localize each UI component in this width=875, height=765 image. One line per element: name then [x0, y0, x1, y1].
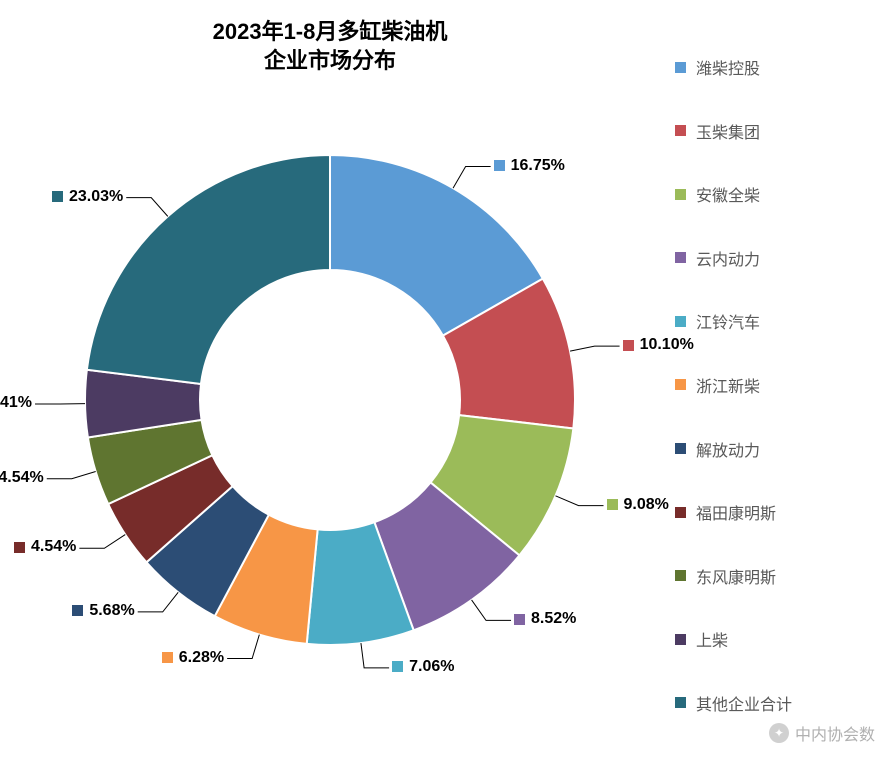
- legend-swatch: [675, 570, 686, 581]
- legend-label: 江铃汽车: [696, 309, 760, 333]
- data-label-swatch: [607, 499, 618, 510]
- data-label: 9.08%: [607, 496, 669, 514]
- legend-item: 江铃汽车: [675, 309, 855, 333]
- legend-swatch: [675, 189, 686, 200]
- data-label-text: 4.54%: [0, 469, 44, 487]
- data-label-text: 4.54%: [31, 538, 76, 556]
- legend-swatch: [675, 252, 686, 263]
- data-label-text: 23.03%: [69, 188, 123, 206]
- data-label: 10.10%: [623, 336, 694, 354]
- data-label-text: 16.75%: [511, 157, 565, 175]
- data-label-swatch: [623, 340, 634, 351]
- data-label-swatch: [494, 160, 505, 171]
- legend-label: 浙江新柴: [696, 373, 760, 397]
- legend-label: 解放动力: [696, 437, 760, 461]
- legend-item: 东风康明斯: [675, 564, 855, 588]
- legend-item: 其他企业合计: [675, 691, 855, 715]
- data-label-swatch: [514, 614, 525, 625]
- title-line-1: 2023年1-8月多缸柴油机: [0, 18, 660, 47]
- legend-swatch: [675, 443, 686, 454]
- data-label-swatch: [14, 542, 25, 553]
- legend-item: 浙江新柴: [675, 373, 855, 397]
- leader-line: [570, 346, 619, 351]
- legend-label: 安徽全柴: [696, 182, 760, 206]
- legend-label: 其他企业合计: [696, 691, 792, 715]
- legend-swatch: [675, 697, 686, 708]
- legend-label: 玉柴集团: [696, 119, 760, 143]
- data-label-text: 4.41%: [0, 394, 32, 412]
- leader-line: [47, 471, 96, 478]
- legend-item: 福田康明斯: [675, 500, 855, 524]
- watermark-icon: ✦: [769, 723, 789, 743]
- legend-item: 玉柴集团: [675, 119, 855, 143]
- legend: 潍柴控股玉柴集团安徽全柴云内动力江铃汽车浙江新柴解放动力福田康明斯东风康明斯上柴…: [675, 55, 855, 715]
- legend-swatch: [675, 62, 686, 73]
- legend-item: 上柴: [675, 627, 855, 651]
- title-line-2: 企业市场分布: [0, 47, 660, 76]
- leader-line: [79, 535, 125, 549]
- legend-swatch: [675, 379, 686, 390]
- watermark-text: 中内协会数: [795, 721, 875, 745]
- data-label: 4.54%: [14, 538, 76, 556]
- legend-swatch: [675, 634, 686, 645]
- data-label: 16.75%: [494, 157, 565, 175]
- legend-item: 云内动力: [675, 246, 855, 270]
- data-label-text: 9.08%: [624, 496, 669, 514]
- legend-label: 福田康明斯: [696, 500, 776, 524]
- legend-label: 云内动力: [696, 246, 760, 270]
- data-label-text: 10.10%: [640, 336, 694, 354]
- chart-title: 2023年1-8月多缸柴油机 企业市场分布: [0, 18, 660, 75]
- legend-swatch: [675, 507, 686, 518]
- data-label: 4.54%: [0, 469, 44, 487]
- data-label: 23.03%: [52, 188, 123, 206]
- data-label-text: 6.28%: [179, 649, 224, 667]
- watermark: ✦ 中内协会数: [769, 721, 875, 745]
- legend-label: 东风康明斯: [696, 564, 776, 588]
- legend-swatch: [675, 125, 686, 136]
- data-label-text: 8.52%: [531, 610, 576, 628]
- legend-item: 潍柴控股: [675, 55, 855, 79]
- legend-item: 解放动力: [675, 437, 855, 461]
- leader-line: [555, 496, 603, 506]
- leader-line: [227, 635, 259, 659]
- leader-line: [126, 198, 168, 217]
- data-label-text: 5.68%: [89, 602, 134, 620]
- leader-line: [361, 643, 389, 668]
- donut-slice: [87, 155, 330, 384]
- data-label-swatch: [72, 605, 83, 616]
- data-label-text: 7.06%: [409, 658, 454, 676]
- leader-line: [138, 592, 178, 612]
- data-label: 5.68%: [72, 602, 134, 620]
- legend-label: 潍柴控股: [696, 55, 760, 79]
- data-label: 4.41%: [0, 394, 32, 412]
- data-label-swatch: [162, 652, 173, 663]
- data-label: 6.28%: [162, 649, 224, 667]
- leader-line: [453, 167, 491, 189]
- data-label-swatch: [392, 661, 403, 672]
- legend-swatch: [675, 316, 686, 327]
- data-label-swatch: [52, 191, 63, 202]
- legend-item: 安徽全柴: [675, 182, 855, 206]
- leader-line: [472, 600, 511, 620]
- data-label: 7.06%: [392, 658, 454, 676]
- data-label: 8.52%: [514, 610, 576, 628]
- legend-label: 上柴: [696, 627, 728, 651]
